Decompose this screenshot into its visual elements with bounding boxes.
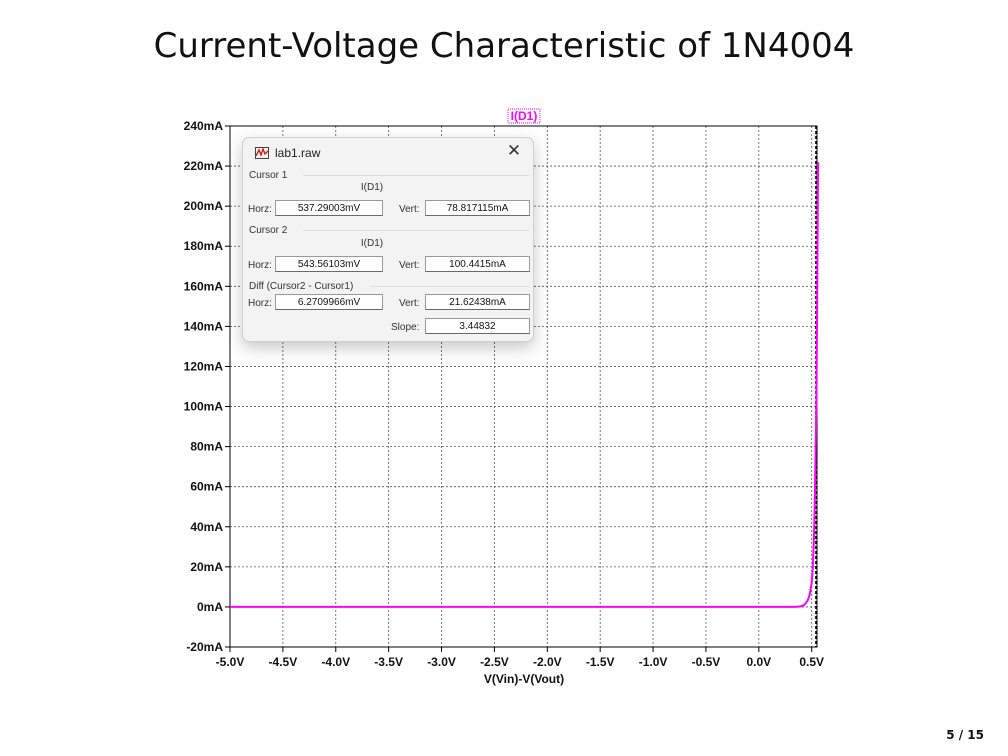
cursor2-column: I(D1) [360,238,384,249]
diff-separator [371,286,529,287]
y-axis-ticks: -20mA 0mA 20mA 40mA 60mA 80mA 100mA 120mA 140mA 1… [184,119,230,654]
y-tick-label: 160mA [184,279,224,293]
y-tick-label: 120mA [184,359,224,373]
cursor1-horz-field[interactable]: 537.29003mV [275,200,383,216]
diff-horz-field[interactable]: 6.2709966mV [275,294,383,310]
y-tick-label: 100mA [184,400,224,414]
x-tick-label: -3.0V [427,655,456,669]
waveform-app-icon [255,147,269,159]
y-tick-label: 140mA [184,319,224,333]
cursor2-vert-field[interactable]: 100.4415mA [425,256,530,272]
trace-layer [230,162,820,608]
cursor2-vert-label: Vert: [399,260,420,271]
x-tick-label: -5.0V [216,655,245,669]
y-tick-label: 40mA [190,520,223,534]
diff-vert-label: Vert: [399,298,420,309]
x-tick-label: -3.5V [374,655,403,669]
x-tick-label: 0.0V [746,655,771,669]
slide-title: Current-Voltage Characteristic of 1N4004 [153,26,855,66]
trace-label[interactable]: I(D1) [511,109,538,123]
x-tick-label: -4.0V [321,655,350,669]
page-number: 5 / 15 [946,728,984,742]
x-tick-label: 0.5V [799,655,824,669]
diff-vert-field[interactable]: 21.62438mA [425,294,530,310]
cursor2-separator [303,230,529,231]
y-tick-label: 20mA [190,560,223,574]
cursor1-horz-label: Horz: [248,204,272,215]
y-tick-label: 220mA [184,159,224,173]
close-icon[interactable]: ✕ [506,141,522,160]
diff-horz-label: Horz: [248,298,272,309]
cursor2-horz-field[interactable]: 543.56103mV [275,256,383,272]
trace-label-box [507,108,541,124]
y-tick-label: 240mA [184,119,224,133]
x-axis-ticks: -5.0V -4.5V -4.0V -3.5V -3.0V -2.5V -2.0V -1.5V… [216,647,824,669]
cursor1-vert-label: Vert: [399,204,420,215]
x-tick-label: -1.5V [586,655,615,669]
cursor2-heading: Cursor 2 [249,225,288,236]
cursor-dialog[interactable]: lab1.raw ✕ Cursor 1 I(D1) Horz: 537.2900… [242,137,534,342]
cursor1-heading: Cursor 1 [249,170,288,181]
x-tick-label: -4.5V [269,655,298,669]
y-tick-label: 200mA [184,199,224,213]
x-tick-label: -2.5V [480,655,509,669]
slope-label: Slope: [391,322,420,333]
x-tick-label: -2.0V [533,655,562,669]
cursor2-horz-label: Horz: [248,260,272,271]
y-tick-label: 180mA [184,239,224,253]
cursor1-column: I(D1) [360,182,384,193]
x-tick-label: -0.5V [692,655,721,669]
x-tick-label: -1.0V [639,655,668,669]
series-line-id1[interactable] [230,162,820,608]
x-axis-label: V(Vin)-V(Vout) [484,672,564,686]
y-tick-label: 80mA [190,440,223,454]
y-tick-label: -20mA [186,640,223,654]
y-tick-label: 0mA [197,600,223,614]
cursor1-separator [303,175,529,176]
dialog-title-bar[interactable]: lab1.raw [255,146,320,160]
dialog-title: lab1.raw [275,146,321,160]
slope-field[interactable]: 3.44832 [425,318,530,334]
cursor1-vert-field[interactable]: 78.817115mA [425,200,530,216]
y-tick-label: 60mA [190,480,223,494]
diff-heading: Diff (Cursor2 - Cursor1) [249,281,354,292]
